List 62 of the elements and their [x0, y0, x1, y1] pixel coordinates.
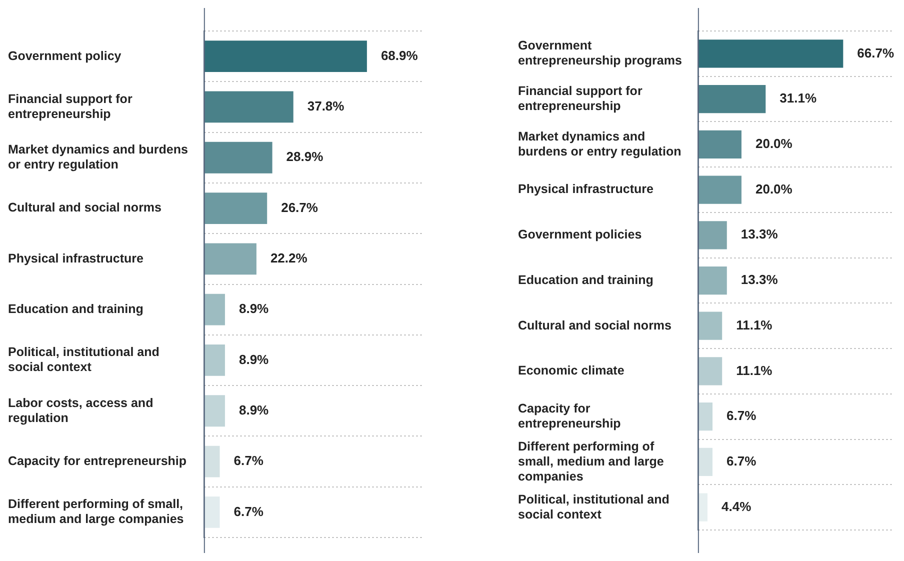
- y-tick-label: Financial support for entrepreneurship: [8, 92, 132, 121]
- y-tick-label: Cultural and social norms: [518, 318, 672, 332]
- y-tick-label: Labor costs, access and regulation: [8, 396, 154, 425]
- y-tick-label: Government policy: [8, 48, 122, 63]
- bar: [204, 395, 225, 427]
- y-tick-label: Different performing of small, medium and large companies: [518, 439, 664, 484]
- data-label: 11.1%: [736, 317, 773, 332]
- y-tick-label: Physical infrastructure: [518, 182, 654, 196]
- data-label: 66.7%: [857, 45, 894, 60]
- data-label: 4.4%: [722, 498, 752, 514]
- y-tick-label: Market dynamics and burdens or entry regulation: [518, 129, 682, 158]
- bar: [204, 192, 268, 224]
- data-label: 26.7%: [281, 200, 318, 215]
- y-tick-label: Political, institutional and social context: [8, 345, 160, 374]
- bar: [204, 446, 220, 478]
- bar: [204, 294, 225, 326]
- data-label: 28.9%: [286, 149, 324, 164]
- y-tick-label: Education and training: [8, 302, 144, 316]
- bar: [698, 402, 713, 431]
- y-tick-label: Cultural and social norms: [8, 200, 162, 215]
- data-label: 8.9%: [238, 352, 270, 367]
- bar: [698, 176, 742, 204]
- y-tick-label: Capacity for entrepreneurship: [518, 402, 622, 431]
- bar: [204, 243, 256, 275]
- data-label: 68.9%: [380, 48, 418, 63]
- y-tick-label: Market dynamics and burdens or entry regulation: [8, 142, 188, 172]
- data-label: 8.9%: [238, 402, 270, 418]
- bar: [698, 221, 727, 250]
- data-label: 22.2%: [270, 250, 308, 266]
- bar: [698, 312, 722, 340]
- data-label: 20.0%: [755, 136, 793, 151]
- data-label: 20.0%: [755, 181, 793, 196]
- data-label: 11.1%: [736, 362, 773, 378]
- y-tick-label: Capacity for entrepreneurship: [8, 454, 187, 468]
- bar: [204, 496, 220, 528]
- y-tick-label: Education and training: [518, 272, 654, 287]
- bar: [698, 130, 742, 158]
- data-label: 37.8%: [307, 98, 345, 114]
- data-label: 6.7%: [234, 504, 264, 519]
- y-tick-label: Political, institutional and social context: [518, 492, 670, 522]
- bar: [698, 40, 844, 68]
- data-label: 13.3%: [740, 226, 778, 242]
- y-tick-label: Economic climate: [518, 364, 624, 378]
- data-label: 6.7%: [726, 408, 757, 424]
- data-label: 6.7%: [234, 453, 264, 468]
- bar: [204, 344, 225, 376]
- y-tick-label: Government entrepreneurship programs: [518, 38, 682, 68]
- bar: [204, 91, 294, 123]
- y-tick-label: Financial support for entrepreneurship: [518, 84, 642, 113]
- data-label: 31.1%: [780, 90, 817, 106]
- data-label: 6.7%: [726, 454, 757, 469]
- bar: [698, 84, 766, 114]
- y-tick-label: Physical infrastructure: [8, 251, 144, 266]
- bar: [698, 448, 713, 476]
- bar: [698, 266, 727, 295]
- bar: [204, 142, 272, 174]
- data-label: 13.3%: [740, 272, 778, 288]
- data-label: 8.9%: [238, 301, 270, 316]
- y-tick-label: Government policies: [518, 228, 642, 242]
- bar: [698, 357, 722, 386]
- y-tick-label: Different performing of small, medium and large companies: [8, 497, 184, 526]
- bar: [204, 40, 367, 72]
